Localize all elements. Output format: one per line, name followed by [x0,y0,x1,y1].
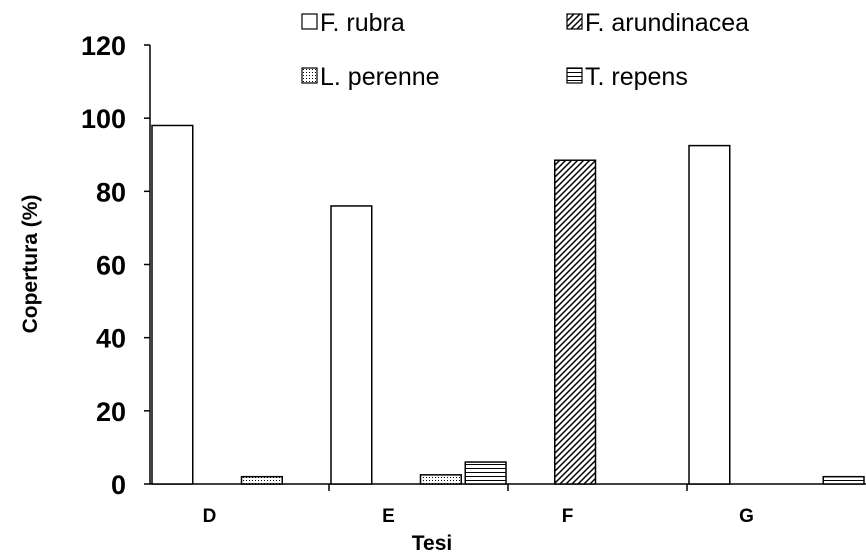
y-tick-label: 40 [96,324,126,354]
x-category-label: G [739,506,754,527]
y-tick-label: 60 [96,251,126,281]
y-axis-title: Copertura (%) [19,195,42,334]
bar-f-rubra-g [689,146,730,484]
bar-f-rubra-e [331,206,372,484]
legend-swatch [567,14,582,29]
y-tick-label: 20 [96,397,126,427]
bar-t-repens-g [823,477,864,484]
x-category-label: F [562,506,574,527]
y-tick-label: 80 [96,177,126,207]
legend-label: L. perenne [320,63,440,91]
y-tick-label: 0 [111,470,126,500]
legend-label: T. repens [585,63,688,91]
legend-swatch [567,68,582,83]
x-category-label: D [203,506,217,527]
legend-label: F. rubra [320,9,405,37]
bar-f-rubra-d [152,125,193,484]
legend-swatch [302,14,317,29]
bar-l-perenne-e [421,475,462,484]
y-tick-label: 100 [81,104,126,134]
legend-label: F. arundinacea [585,9,749,37]
bar-f-arundinacea-f [555,160,596,484]
legend-swatch [302,68,317,83]
x-axis-title: Tesi [412,532,452,555]
x-category-label: E [382,506,395,527]
y-tick-label: 120 [81,31,126,61]
bar-t-repens-e [465,462,506,484]
bar-l-perenne-d [242,477,283,484]
